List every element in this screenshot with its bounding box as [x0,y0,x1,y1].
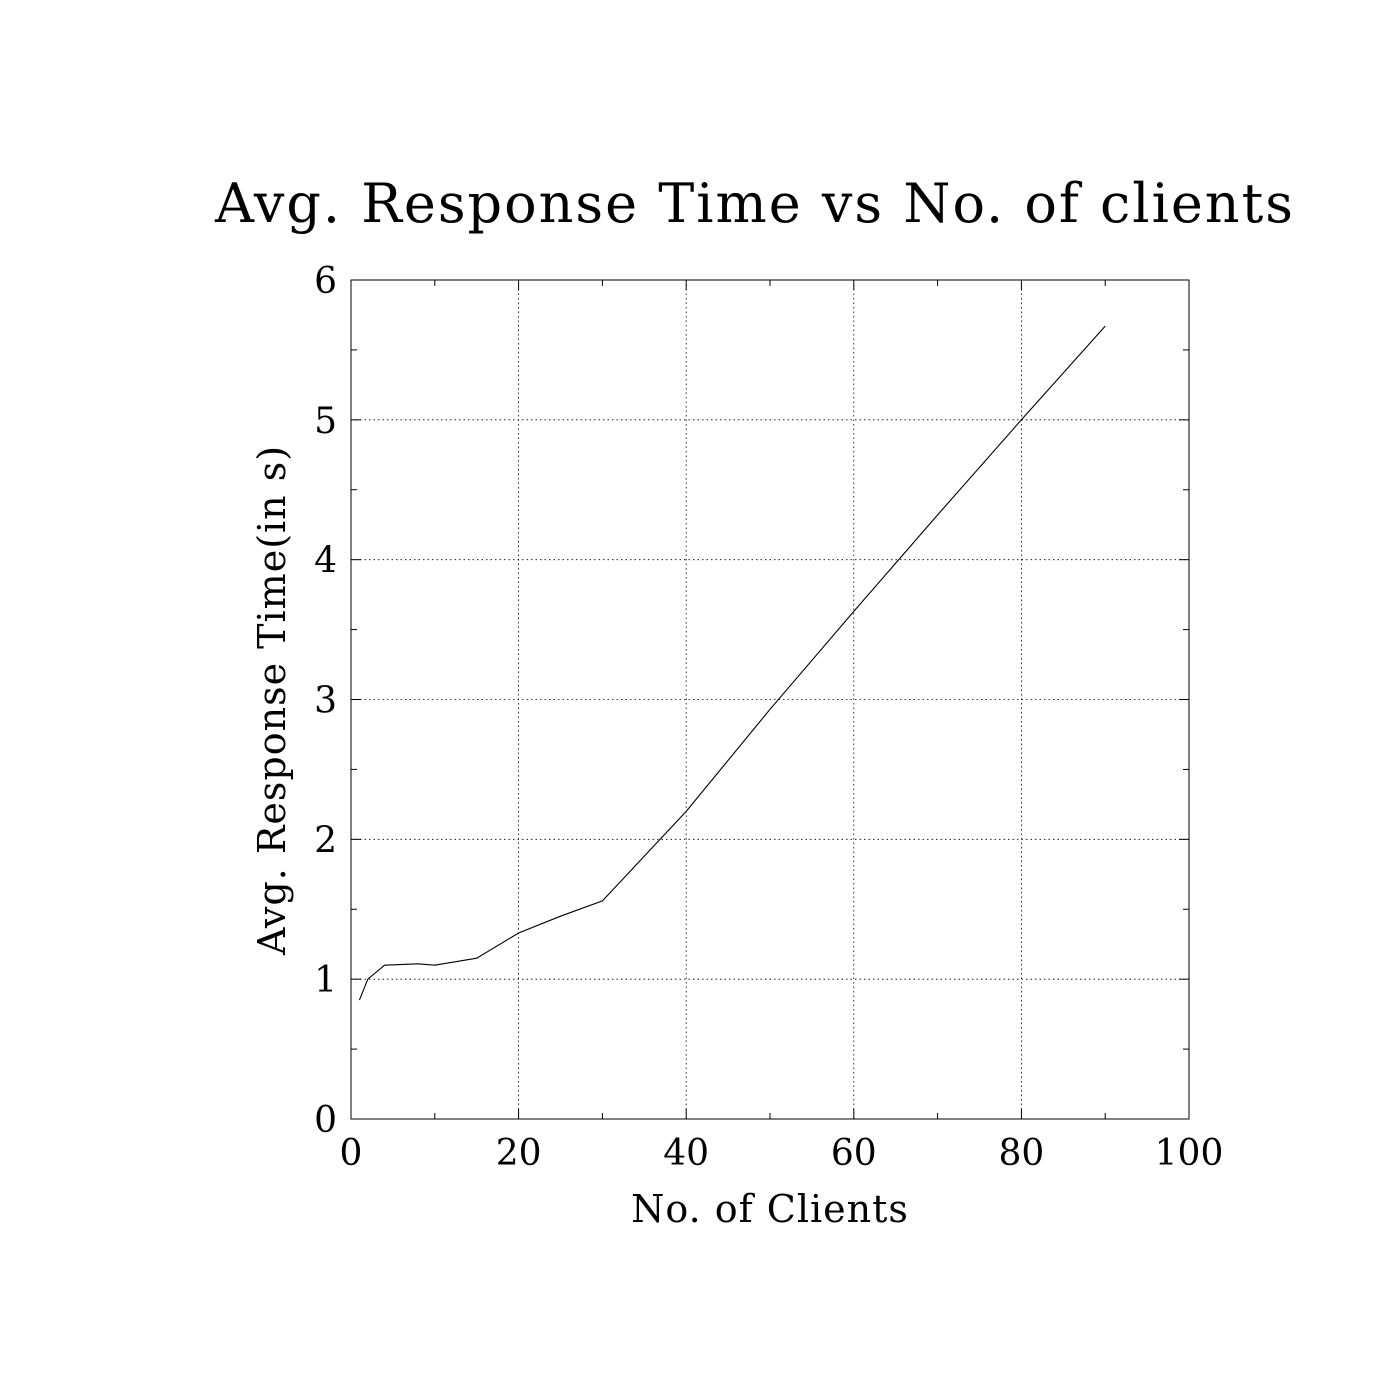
y-tick-label-2: 2 [314,820,337,861]
y-tick-label-3: 3 [314,681,337,722]
x-tick-label-3: 60 [831,1133,877,1174]
y-tick-label-1: 1 [314,960,337,1001]
y-tick-label-6: 6 [314,261,337,302]
x-tick-label-0: 0 [340,1133,363,1174]
grid [351,280,1189,1119]
chart-title: Avg. Response Time vs No. of clients [214,172,1295,235]
x-tick-label-5: 100 [1155,1133,1224,1174]
axis-ticks [350,279,1190,1120]
y-tick-label-0: 0 [314,1100,337,1141]
y-tick-label-4: 4 [314,541,337,582]
y-tick-label-5: 5 [314,401,337,442]
y-tick-labels: 0 1 2 3 4 5 6 [314,261,337,1141]
x-tick-labels: 0 20 40 60 80 100 [340,1133,1224,1174]
y-axis-label: Avg. Response Time(in s) [250,445,294,956]
x-axis-label: No. of Clients [631,1187,909,1231]
plot-frame [350,279,1190,1120]
series-line [358,325,1106,1001]
x-tick-label-1: 20 [496,1133,542,1174]
x-tick-label-2: 40 [663,1133,709,1174]
x-tick-label-4: 80 [998,1133,1044,1174]
